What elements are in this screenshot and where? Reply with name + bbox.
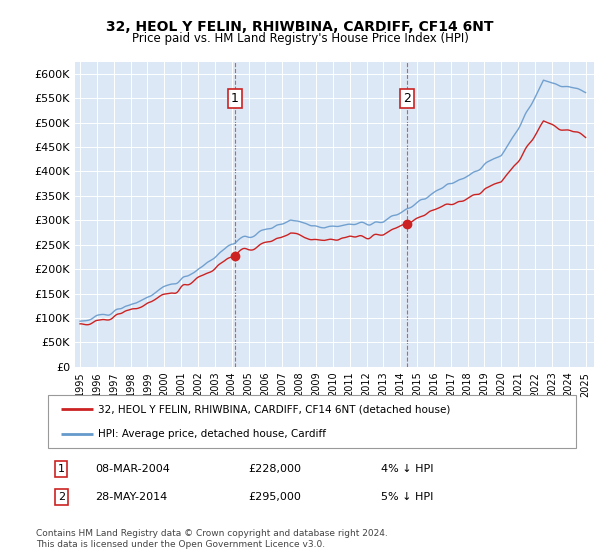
Text: Price paid vs. HM Land Registry's House Price Index (HPI): Price paid vs. HM Land Registry's House …: [131, 32, 469, 45]
Text: 2: 2: [58, 492, 65, 502]
Text: Contains HM Land Registry data © Crown copyright and database right 2024.: Contains HM Land Registry data © Crown c…: [36, 529, 388, 538]
Text: 08-MAR-2004: 08-MAR-2004: [95, 464, 170, 474]
Text: 2: 2: [403, 92, 410, 105]
Text: 4% ↓ HPI: 4% ↓ HPI: [380, 464, 433, 474]
Text: HPI: Average price, detached house, Cardiff: HPI: Average price, detached house, Card…: [98, 428, 326, 438]
Text: 5% ↓ HPI: 5% ↓ HPI: [380, 492, 433, 502]
Text: 32, HEOL Y FELIN, RHIWBINA, CARDIFF, CF14 6NT: 32, HEOL Y FELIN, RHIWBINA, CARDIFF, CF1…: [106, 20, 494, 34]
Text: £295,000: £295,000: [248, 492, 302, 502]
Text: This data is licensed under the Open Government Licence v3.0.: This data is licensed under the Open Gov…: [36, 540, 325, 549]
FancyBboxPatch shape: [48, 395, 576, 448]
Text: 28-MAY-2014: 28-MAY-2014: [95, 492, 168, 502]
Text: 1: 1: [230, 92, 239, 105]
Text: 32, HEOL Y FELIN, RHIWBINA, CARDIFF, CF14 6NT (detached house): 32, HEOL Y FELIN, RHIWBINA, CARDIFF, CF1…: [98, 404, 451, 414]
Text: £228,000: £228,000: [248, 464, 302, 474]
Text: 1: 1: [58, 464, 65, 474]
